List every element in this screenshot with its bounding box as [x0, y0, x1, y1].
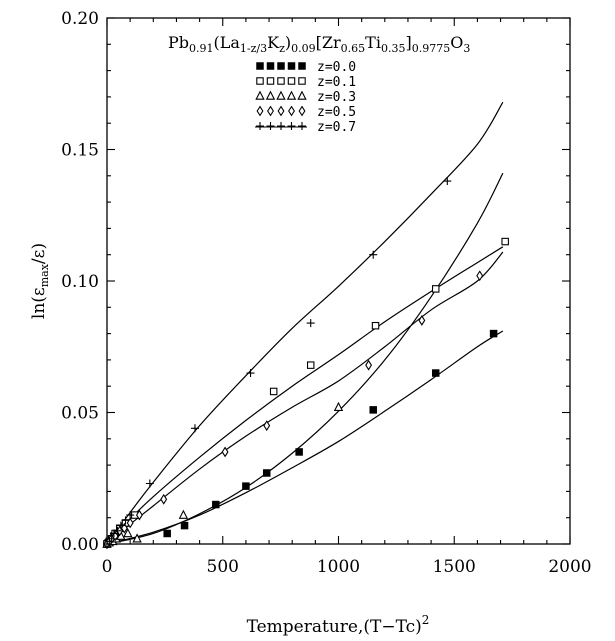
y-axis-title: ln(εmax/ε)	[29, 243, 51, 319]
data-point	[121, 516, 130, 525]
x-tick-label: 0	[102, 557, 113, 577]
data-point	[476, 270, 484, 282]
legend-marker	[265, 90, 276, 100]
legend: z=0.0z=0.1z=0.3z=0.5z=0.7	[255, 60, 356, 135]
data-point	[132, 533, 142, 543]
legend-marker	[297, 90, 307, 100]
fit-curve-3	[106, 251, 504, 545]
series-0	[103, 329, 498, 548]
data-point	[262, 469, 271, 477]
data-point	[501, 237, 509, 246]
data-point	[369, 406, 377, 414]
legend-marker	[277, 105, 285, 117]
data-point	[126, 511, 135, 520]
legend-item: z=0.7	[255, 120, 356, 135]
legend-marker	[266, 77, 275, 85]
legend-marker	[286, 90, 297, 100]
fit-curve-0	[106, 330, 504, 545]
legend-label: z=0.1	[317, 75, 356, 90]
data-point	[306, 319, 315, 328]
legend-marker	[267, 105, 274, 117]
data-point	[371, 321, 380, 330]
legend-label: z=0.0	[317, 60, 356, 75]
legend-marker	[276, 90, 286, 100]
legend-marker	[298, 77, 306, 85]
data-point	[116, 530, 126, 540]
legend-marker	[256, 77, 264, 85]
legend-marker	[255, 90, 265, 100]
legend-marker	[277, 122, 285, 130]
series-2	[102, 401, 344, 548]
data-point	[160, 493, 168, 505]
y-tick-label: 0.05	[61, 404, 99, 424]
x-tick-label: 500	[207, 557, 239, 577]
legend-marker	[277, 77, 285, 85]
legend-item: z=0.1	[256, 75, 356, 90]
fit-curve-2	[106, 172, 504, 545]
x-tick-label: 1500	[433, 557, 476, 577]
data-markers	[102, 177, 509, 550]
fit-curve-4	[106, 101, 504, 545]
legend-item: z=0.5	[256, 105, 356, 120]
data-point	[418, 315, 426, 326]
data-point	[431, 369, 440, 377]
legend-marker	[266, 62, 275, 70]
data-point	[145, 479, 154, 488]
legend-marker	[287, 62, 296, 70]
y-tick-label: 0.15	[61, 141, 99, 161]
x-tick-label: 1000	[317, 557, 360, 577]
data-point	[163, 529, 171, 538]
data-point	[107, 534, 116, 543]
data-point	[333, 401, 344, 411]
legend-marker	[288, 105, 295, 117]
legend-marker	[256, 122, 264, 130]
legend-marker	[277, 62, 285, 70]
legend-marker	[266, 122, 275, 130]
legend-label: z=0.3	[317, 90, 356, 105]
data-point	[443, 177, 452, 186]
legend-label: z=0.7	[317, 120, 356, 135]
legend-marker	[287, 122, 296, 130]
data-point	[221, 446, 229, 458]
legend-marker	[256, 62, 264, 70]
data-point	[242, 482, 250, 490]
data-point	[431, 285, 440, 293]
data-point	[246, 369, 255, 378]
x-tick-label: 2000	[548, 557, 591, 577]
data-point	[295, 448, 303, 456]
x-axis-title: Temperature,(T−Tc)2	[247, 613, 430, 637]
series-4	[103, 177, 452, 548]
chart-title: Pb0.91(La1-z/3Kz)0.09[Zr0.65Ti0.35]0.977…	[168, 33, 470, 55]
legend-item: z=0.3	[255, 90, 356, 105]
data-point	[212, 500, 220, 509]
legend-item: z=0.0	[256, 60, 356, 75]
data-point	[306, 361, 315, 369]
data-point	[113, 526, 122, 535]
data-point	[190, 424, 199, 433]
data-point	[116, 521, 125, 530]
data-point	[489, 329, 498, 338]
data-point	[263, 420, 271, 432]
y-tick-label: 0.10	[61, 272, 99, 292]
legend-marker	[298, 62, 306, 70]
series-3	[103, 270, 484, 550]
legend-marker	[298, 122, 306, 130]
legend-marker	[287, 77, 296, 85]
fit-curves	[106, 101, 504, 545]
y-tick-label: 0.00	[61, 535, 99, 555]
data-point	[365, 359, 373, 371]
legend-marker	[298, 105, 306, 117]
data-point	[135, 509, 143, 521]
data-point	[123, 528, 133, 538]
data-point	[269, 387, 278, 396]
legend-marker	[256, 105, 264, 117]
fit-curve-1	[106, 246, 504, 545]
data-point	[178, 509, 189, 519]
axis-ticks: 0 500 1000 1500 2000 0.00 0.05 0.10 0.15 0.20	[61, 9, 591, 577]
legend-label: z=0.5	[317, 105, 356, 120]
data-point	[369, 250, 378, 259]
data-point	[180, 521, 189, 530]
y-tick-label: 0.20	[61, 9, 99, 29]
